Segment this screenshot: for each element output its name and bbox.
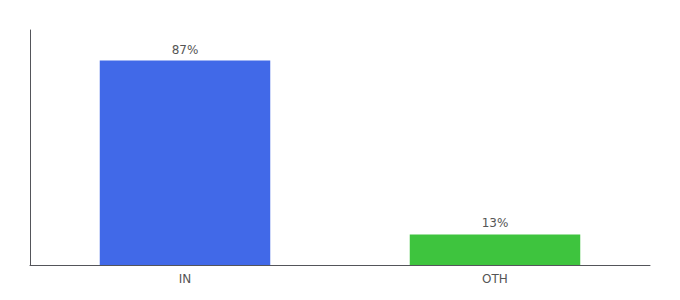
- svg-text:13%: 13%: [482, 216, 509, 230]
- svg-text:87%: 87%: [172, 43, 199, 57]
- svg-text:IN: IN: [179, 272, 192, 286]
- svg-text:OTH: OTH: [482, 272, 508, 286]
